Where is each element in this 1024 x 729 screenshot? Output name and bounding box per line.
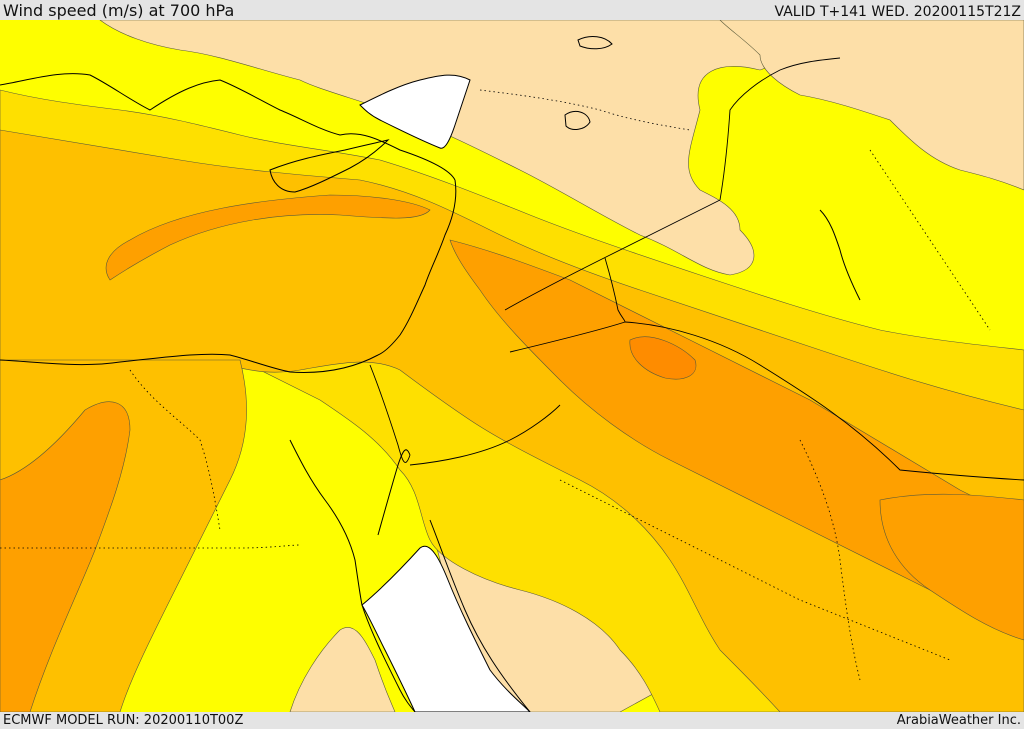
border-jordan-saudi: [409, 404, 561, 466]
border-jordan: [604, 257, 626, 323]
border-dotted-1: [0, 544, 301, 549]
sea-black-sea: [359, 74, 471, 149]
coast-aqaba: [377, 449, 411, 536]
band-orange-east: [879, 493, 1024, 641]
model-run-label: ECMWF MODEL RUN: 20200110T00Z: [3, 713, 244, 728]
border-dotted-2: [129, 369, 221, 531]
border-iran-iraq: [719, 57, 841, 201]
border-syria-iraq: [504, 199, 721, 311]
band-orange-southwest: [0, 401, 131, 712]
coast-sinai-gulf: [289, 439, 363, 606]
lake-urmia: [577, 36, 613, 50]
border-egypt-israel: [369, 364, 411, 463]
valid-time-label: VALID T+141 WED. 20200115T21Z: [774, 4, 1021, 20]
island-cyprus: [269, 139, 390, 193]
coast-persian-gulf: [819, 209, 861, 301]
band-orange-core: [629, 336, 697, 380]
band-tan-north: [99, 20, 780, 276]
map-title: Wind speed (m/s) at 700 hPa: [3, 1, 235, 20]
footer-bar: ECMWF MODEL RUN: 20200110T00Z ArabiaWeat…: [0, 712, 1024, 729]
sea-red-sea: [361, 545, 531, 712]
border-dotted-4: [479, 89, 691, 131]
credit-label: ArabiaWeather Inc.: [896, 713, 1021, 728]
border-dotted-5: [799, 439, 861, 681]
coast-red-sea-east: [429, 519, 531, 712]
coast-egypt-north: [0, 353, 379, 373]
coast-anatolia: [0, 73, 456, 181]
coast-levant: [377, 179, 457, 356]
border-dotted-3: [559, 479, 951, 661]
border-iraq-saudi: [509, 321, 1024, 481]
band-orange-east-med: [105, 194, 431, 281]
coast-red-sea-west: [361, 604, 416, 712]
border-dotted-6: [869, 149, 991, 331]
wind-speed-map[interactable]: [0, 20, 1024, 712]
lake-van: [564, 111, 591, 130]
band-tan-northeast: [719, 20, 1024, 191]
band-tan-egypt-south: [289, 627, 396, 712]
header-bar: Wind speed (m/s) at 700 hPa VALID T+141 …: [0, 0, 1024, 20]
